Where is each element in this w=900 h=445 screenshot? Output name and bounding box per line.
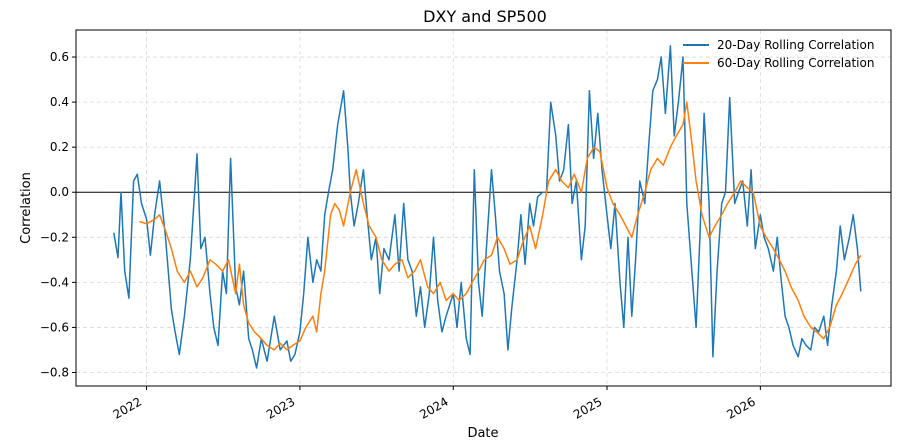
y-tick-label: 0.0	[50, 185, 69, 199]
x-tick-label: 2022	[111, 394, 144, 421]
x-tick-label: 2024	[417, 394, 450, 421]
y-axis-label: Correlation	[19, 172, 34, 244]
series-line-1	[113, 45, 862, 369]
legend: 20-Day Rolling Correlation 60-Day Rolling…	[683, 38, 874, 70]
y-tick-label: −0.4	[40, 275, 69, 289]
series-line-2	[139, 101, 862, 351]
y-tick-label: −0.6	[40, 320, 69, 334]
legend-label: 60-Day Rolling Correlation	[717, 56, 874, 70]
y-tick-label: 0.4	[50, 95, 69, 109]
x-axis: 2022 2023 2024 2025 2026	[111, 386, 761, 422]
y-tick-label: −0.2	[40, 230, 69, 244]
chart-title: DXY and SP500	[423, 7, 547, 26]
series-layer	[113, 45, 862, 369]
y-axis: −0.8 −0.6 −0.4 −0.2 0.0 0.2 0.4 0.6	[40, 50, 76, 379]
y-tick-label: 0.6	[50, 50, 69, 64]
y-tick-label: −0.8	[40, 365, 69, 379]
x-tick-label: 2023	[264, 394, 297, 421]
x-tick-label: 2026	[724, 394, 757, 421]
x-axis-label: Date	[467, 426, 498, 441]
x-tick-label: 2025	[571, 394, 604, 421]
legend-label: 20-Day Rolling Correlation	[717, 38, 874, 52]
y-tick-label: 0.2	[50, 140, 69, 154]
plot-frame	[75, 29, 892, 387]
grid-lines	[76, 30, 891, 386]
